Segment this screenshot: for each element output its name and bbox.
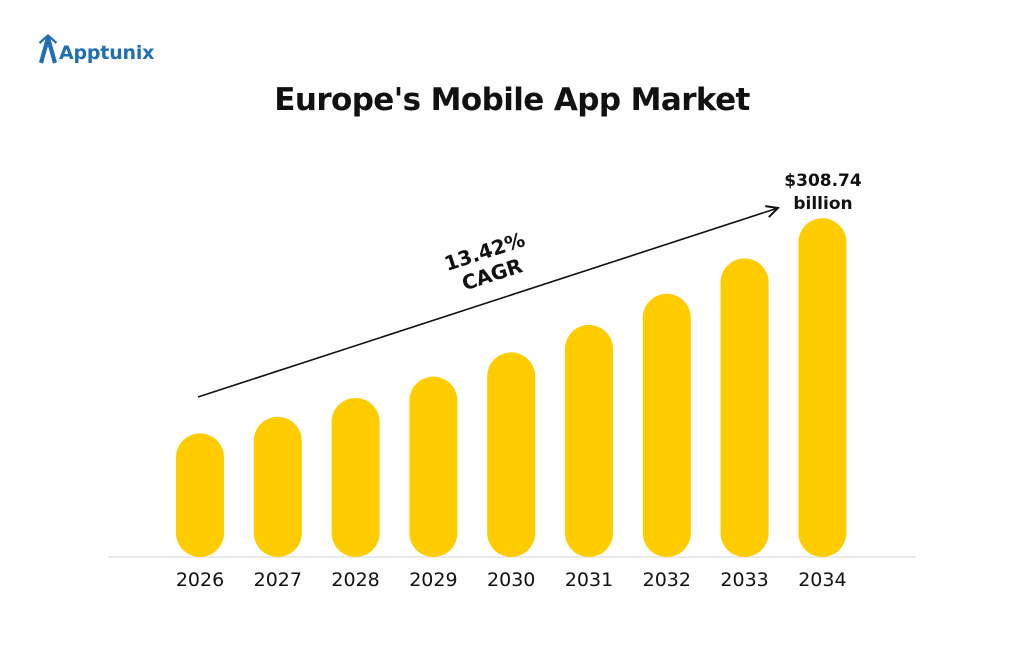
x-tick-label-2027: 2027: [254, 569, 302, 591]
end-value-unit: billion: [793, 194, 852, 214]
bar-2034: [798, 218, 847, 558]
bar-series: [176, 218, 847, 558]
cagr-trend-arrow: [197, 208, 778, 398]
bar-2030: [487, 352, 536, 557]
x-tick-label-2029: 2029: [409, 569, 457, 591]
x-tick-label-2026: 2026: [176, 569, 224, 591]
x-tick-label-2028: 2028: [331, 569, 379, 591]
bar-2027: [253, 416, 302, 557]
cagr-annotation: 13.42% CAGR: [441, 227, 528, 295]
x-tick-label-2031: 2031: [565, 569, 613, 591]
apptunix-a-icon: [38, 34, 58, 64]
bar-2032: [642, 293, 691, 557]
x-tick-label-2030: 2030: [487, 569, 535, 591]
chart-title: Europe's Mobile App Market: [274, 82, 750, 118]
bar-2031: [565, 324, 613, 557]
bar-2033: [720, 258, 769, 557]
end-value-label: $308.74: [784, 171, 862, 191]
bar-2029: [409, 376, 458, 557]
x-axis-tick-labels: 2026 2027 2028 2029 2030 2031 2032 2033 2034: [176, 569, 847, 591]
x-tick-label-2032: 2032: [643, 569, 691, 591]
bar-2026: [176, 433, 224, 557]
bar-2028: [331, 397, 380, 557]
brand-logo[interactable]: Apptunix: [38, 30, 154, 64]
x-tick-label-2034: 2034: [798, 569, 846, 591]
x-tick-label-2033: 2033: [720, 569, 768, 591]
brand-name: Apptunix: [59, 42, 155, 64]
